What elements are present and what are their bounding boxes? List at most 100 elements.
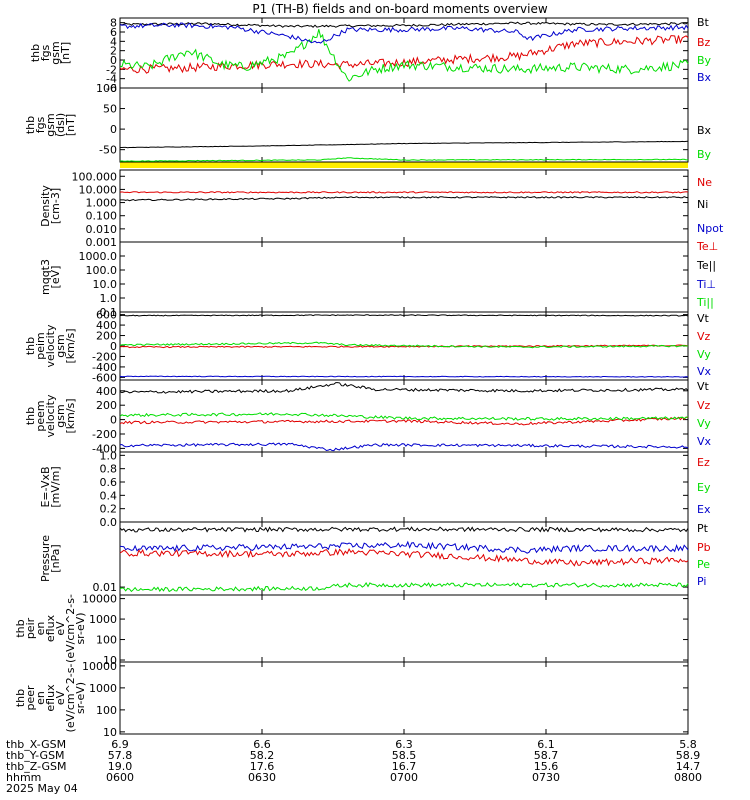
y-tick-label: 10: [103, 654, 117, 667]
y-axis-label-line: eflux: [44, 614, 57, 642]
y-tick-label: -200: [92, 428, 117, 441]
y-axis-label-line: sr-eV): [74, 612, 87, 644]
legend-label-Bt: Bt: [697, 16, 710, 29]
legend-label-Ne: Ne: [697, 176, 712, 189]
y-tick-label: 100: [96, 82, 117, 95]
y-axis-label-line: [eV]: [49, 266, 62, 289]
y-tick-label: -4: [106, 73, 117, 86]
legend-label-Ey: Ey: [697, 481, 711, 494]
y-axis-label-line: eflux: [44, 684, 57, 712]
y-axis-label-line: thb: [14, 619, 27, 637]
y-axis-label-line: eV: [54, 690, 67, 705]
y-axis-label-line: peem: [34, 400, 47, 431]
y-axis-label-line: Density: [39, 185, 52, 227]
x-axis-date: 2025 May 04: [6, 782, 78, 795]
y-axis-label-line: [nT]: [64, 114, 77, 136]
data-gap-band: [120, 162, 688, 168]
series-line-Bt: [119, 21, 689, 28]
plot-title: P1 (TH-B) fields and on-board moments ov…: [252, 2, 548, 16]
panels: 86420-2-4-6thbfgsgsm[nT]BtBzByBx100500-5…: [14, 16, 724, 739]
y-axis-label-line: sr-eV): [74, 682, 87, 714]
legend-label-Bz: Bz: [697, 36, 711, 49]
x-axis-value: 14.7: [676, 760, 701, 773]
y-tick-label: 0: [110, 54, 117, 67]
panel-efield: 1.00.80.60.40.20.0 E=-VxB[mV/m] Ez Ey Ex: [39, 449, 711, 529]
y-tick-label: 0.01: [93, 581, 118, 594]
y-axis-label: Pressure[nPa]: [39, 535, 62, 582]
panel-frame: [119, 661, 689, 735]
y-axis-label-line: peim: [34, 332, 47, 360]
series-line-Vx: [119, 375, 689, 378]
y-tick-label: 0: [110, 414, 117, 427]
y-tick-label: 0.6: [100, 476, 118, 489]
series-line-By: [119, 29, 689, 82]
series-line-Pt: [119, 526, 689, 533]
legend-label-Pb: Pb: [697, 541, 711, 554]
y-tick-label: -400: [92, 361, 117, 374]
x-axis-value: 6.3: [395, 738, 413, 751]
series-line-Vz: [119, 416, 689, 426]
y-axis-label-line: fgs: [34, 116, 47, 133]
y-axis-label-line: mqqt3: [39, 259, 52, 295]
x-axis-value: 6.6: [253, 738, 271, 751]
panel-frame: [119, 87, 689, 163]
y-tick-label: 0.4: [100, 489, 118, 502]
y-axis-label-line: (eV/cm^2-s-: [64, 594, 77, 663]
series-line-Bz: [119, 35, 689, 74]
x-axis-value: 19.0: [108, 760, 133, 773]
y-axis-label-line: [km/s]: [64, 328, 77, 363]
panel-frame: [119, 451, 689, 523]
panel-frame: [119, 521, 689, 596]
legend-label-Ex: Ex: [697, 503, 711, 516]
y-axis-label-line: fgs: [39, 44, 52, 61]
y-tick-label: 0.1: [100, 306, 118, 319]
y-tick-label: 0.8: [100, 463, 118, 476]
y-tick-label: 1.0: [100, 449, 118, 462]
y-tick-label: 0.0: [100, 516, 118, 529]
legend-label-Vy: Vy: [697, 348, 711, 361]
legend-label-Pe: Pe: [697, 558, 710, 571]
panel-peir: 10000 1000 100 10 thbpeirenefluxeV(eV/cm^2-s…: [14, 593, 689, 667]
y-tick-label: 0.010: [86, 223, 118, 236]
panel-frame: [119, 594, 689, 663]
y-tick-label: 10: [103, 726, 117, 739]
series-line-Ne: [119, 191, 689, 194]
x-axis-value: 0700: [390, 771, 418, 784]
legend-label-By: By: [697, 54, 712, 67]
series-line-Pi: [119, 540, 689, 554]
x-axis-value: 0600: [106, 771, 134, 784]
y-axis-label-line: E=-VxB: [39, 466, 52, 507]
y-axis-label-line: thb: [29, 44, 42, 62]
y-axis-label-line: en: [34, 691, 47, 705]
y-tick-label: 0.100: [86, 210, 118, 223]
y-tick-label: 200: [96, 330, 117, 343]
y-axis-label-line: thb: [24, 407, 37, 425]
legend-label-Vz: Vz: [697, 399, 711, 412]
x-axis-value: 6.9: [111, 738, 129, 751]
y-axis-label-line: thb: [24, 116, 37, 134]
series-line-Vt: [119, 314, 689, 317]
y-axis-label-line: [nT]: [59, 42, 72, 64]
legend-label-Ni: Ni: [697, 198, 708, 211]
y-tick-label: 10000: [82, 593, 117, 606]
legend-label-Pi: Pi: [697, 575, 706, 588]
y-tick-label: 100.0: [86, 264, 118, 277]
y-axis-label: Density[cm-3]: [39, 185, 62, 227]
y-axis-label-line: [km/s]: [64, 398, 77, 433]
y-tick-label: 400: [96, 319, 117, 332]
legend-label-Npot: Npot: [697, 222, 724, 235]
series-line-Bx: [120, 140, 689, 149]
legend-label-By: By: [697, 148, 712, 161]
y-tick-label: -6: [106, 82, 117, 95]
series-line-Pe: [119, 582, 689, 593]
y-tick-label: 100: [96, 634, 117, 647]
legend-label-Pt: Pt: [697, 522, 709, 535]
legend-label-Ti⊥: Ti⊥: [696, 278, 716, 291]
